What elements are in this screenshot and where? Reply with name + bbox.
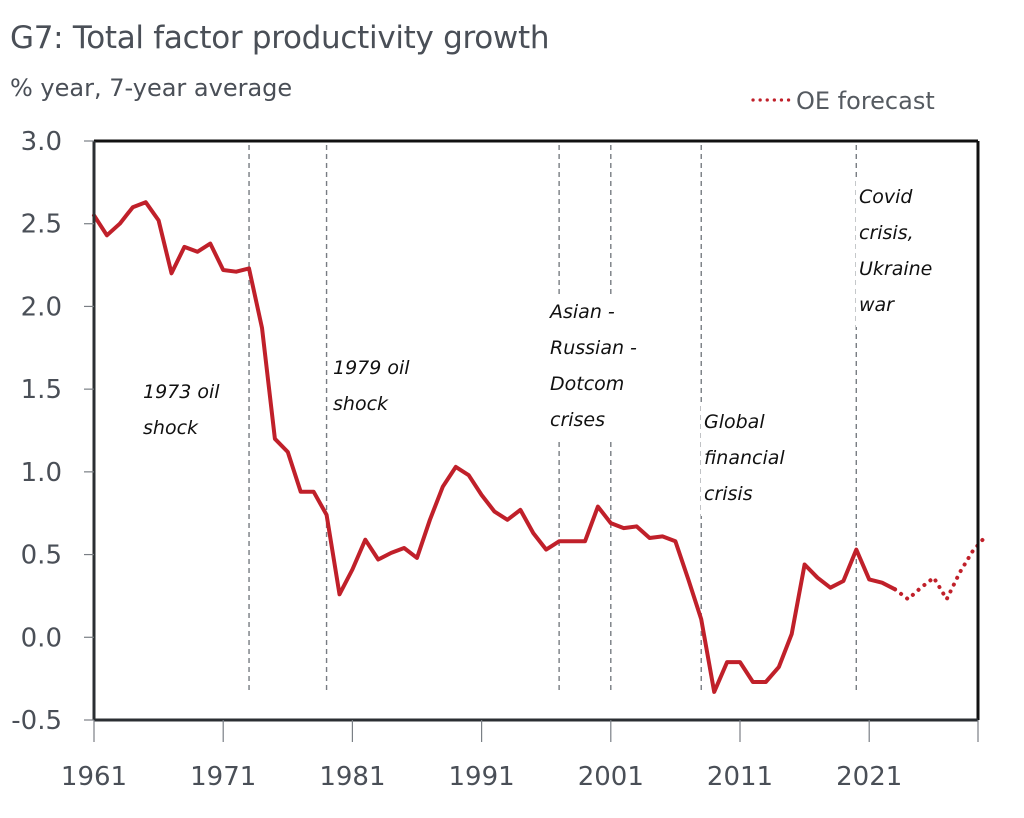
y-tick-label: 2.5 <box>21 210 62 240</box>
annotation-text-1973: 1973 oil <box>143 381 220 403</box>
x-tick-label: 2011 <box>707 762 773 792</box>
annotation-text-1973: shock <box>143 417 199 439</box>
annotation-background <box>547 294 652 442</box>
annotation-background <box>701 404 806 516</box>
annotation-text-2008: Global <box>704 411 765 433</box>
x-tick-label: 2001 <box>578 762 644 792</box>
annotation-background <box>856 179 939 327</box>
annotation-text-2020: crisis, <box>859 222 914 244</box>
y-tick-label: 1.0 <box>21 458 62 488</box>
x-tick-label: 1981 <box>319 762 385 792</box>
x-tick-label: 2021 <box>836 762 902 792</box>
annotation-background <box>330 350 424 426</box>
chart-subtitle: % year, 7-year average <box>10 74 293 102</box>
legend-label-forecast: OE forecast <box>796 87 935 115</box>
annotation-text-2020: war <box>859 294 895 316</box>
series-line-forecast <box>893 534 988 602</box>
series-lines <box>92 200 988 694</box>
annotation-background <box>140 374 234 450</box>
annotation-text-2020: Ukraine <box>859 258 932 280</box>
annotation-text-2020: Covid <box>859 186 913 208</box>
y-tick-label: 1.5 <box>21 375 62 405</box>
annotation-text-2008: financial <box>704 447 785 469</box>
annotation-text-1997: Asian - <box>548 301 615 323</box>
x-tick-label: 1991 <box>449 762 515 792</box>
y-tick-label: -0.5 <box>11 706 62 736</box>
y-tick-label: 0.5 <box>21 541 62 571</box>
annotation-text-1979: 1979 oil <box>333 357 410 379</box>
annotation-text-1997: crises <box>550 409 605 431</box>
y-tick-label: 2.0 <box>21 292 62 322</box>
annotation-text-1997: Dotcom <box>550 373 624 395</box>
x-tick-label: 1961 <box>61 762 127 792</box>
legend: OE forecast <box>751 87 935 115</box>
annotation-text-1997: Russian - <box>550 337 637 359</box>
axes: -0.5 0.0 0.5 1.0 1.5 2.0 2.5 3.0 1961 1971 1981 199… <box>11 127 980 792</box>
annotation-text-1979: shock <box>333 393 389 415</box>
chart-title: G7: Total factor productivity growth <box>10 20 550 56</box>
event-annotations: 1973 oil shock 1979 oil shock Asian - Russian… <box>140 179 939 516</box>
y-tick-label: 3.0 <box>21 127 62 157</box>
x-tick-label: 1971 <box>190 762 256 792</box>
y-tick-label: 0.0 <box>21 623 62 653</box>
annotation-text-2008: crisis <box>704 483 753 505</box>
series-line-actual <box>92 200 897 694</box>
